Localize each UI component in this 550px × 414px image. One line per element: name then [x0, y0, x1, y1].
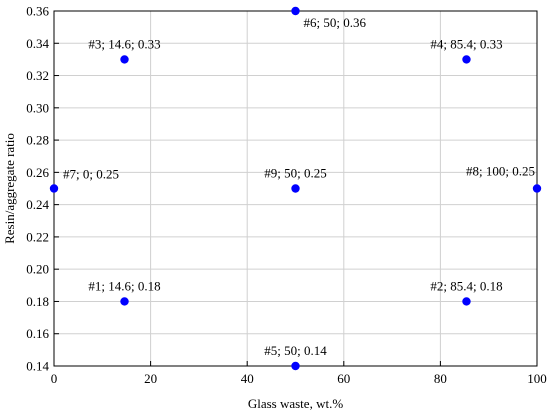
- x-tick-label: 0: [51, 371, 58, 386]
- y-tick-label: 0.26: [26, 165, 49, 180]
- data-point: [462, 297, 471, 306]
- data-point: [462, 55, 471, 64]
- data-point: [291, 6, 300, 16]
- x-tick-label: 60: [337, 371, 350, 386]
- y-tick-label: 0.36: [26, 4, 49, 19]
- data-point-label: #5; 50; 0.14: [264, 343, 327, 358]
- x-tick-label: 80: [434, 371, 447, 386]
- y-tick-label: 0.22: [26, 229, 49, 244]
- data-point-label: #4; 85.4; 0.33: [430, 36, 502, 51]
- data-point-label: #2; 85.4; 0.18: [430, 278, 502, 293]
- data-point-label: #8; 100; 0.25: [466, 164, 535, 179]
- y-tick-label: 0.14: [26, 359, 49, 374]
- data-point-label: #9; 50; 0.25: [264, 166, 326, 181]
- y-tick-label: 0.32: [26, 68, 49, 83]
- y-tick-label: 0.30: [26, 100, 49, 115]
- data-point-label: #3; 14.6; 0.33: [88, 36, 160, 51]
- y-tick-labels: 0.14 0.16 0.18 0.20 0.22 0.24 0.26 0.28 0.30 0.32…: [26, 4, 49, 374]
- data-point: [291, 361, 300, 371]
- data-point: [532, 184, 542, 193]
- data-point-label: #6; 50; 0.36: [304, 15, 367, 30]
- y-tick-label: 0.34: [26, 36, 49, 51]
- data-point-label: #1; 14.6; 0.18: [88, 278, 160, 293]
- y-tick-label: 0.18: [26, 294, 49, 309]
- x-axis-title: Glass waste, wt.%: [248, 396, 343, 411]
- ticks-layer: [53, 10, 538, 367]
- data-point: [120, 55, 129, 64]
- x-tick-labels: 0 20 40 60 80 100: [51, 371, 547, 386]
- data-point-label: #7; 0; 0.25: [63, 167, 119, 182]
- y-tick-label: 0.24: [26, 197, 49, 212]
- x-tick-label: 100: [527, 371, 547, 386]
- y-tick-label: 0.20: [26, 262, 49, 277]
- y-axis-title: Resin/aggregate ratio: [2, 133, 17, 244]
- y-tick-label: 0.16: [26, 326, 49, 341]
- grid-layer: [54, 11, 537, 366]
- data-point: [49, 184, 59, 193]
- data-point: [120, 297, 129, 306]
- points-layer: [49, 6, 542, 371]
- x-tick-label: 40: [241, 371, 254, 386]
- data-point: [291, 184, 300, 193]
- y-tick-label: 0.28: [26, 133, 49, 148]
- point-labels-layer: #1; 14.6; 0.18 #2; 85.4; 0.18 #3; 14.6; 0.…: [63, 15, 535, 358]
- x-tick-label: 20: [144, 371, 157, 386]
